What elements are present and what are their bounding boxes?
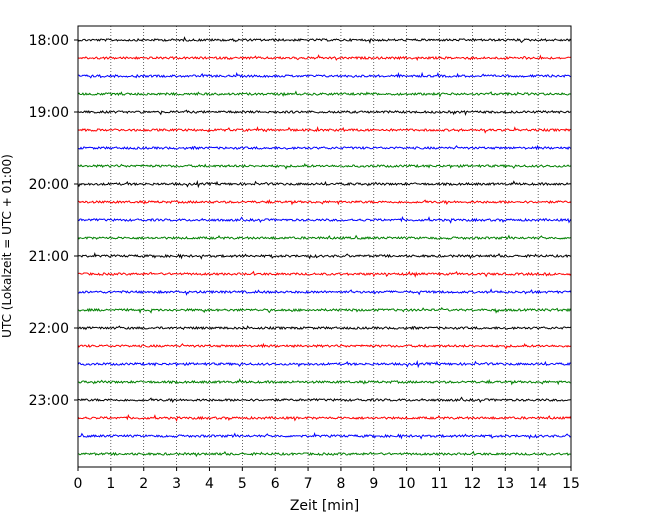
trace-2200 <box>77 325 572 331</box>
x-axis-ticks: 0 1 2 3 4 5 6 7 8 9 10 11 12 13 14 15 <box>74 467 580 492</box>
y-tick-label: 19:00 <box>29 105 69 121</box>
trace-2345 <box>77 450 572 458</box>
trace-1915 <box>77 125 572 134</box>
trace-1945 <box>77 163 572 170</box>
trace-2015 <box>77 199 572 206</box>
trace-2215 <box>77 342 572 350</box>
x-tick-label: 15 <box>562 476 580 492</box>
traces <box>77 36 572 458</box>
trace-2130 <box>77 288 572 296</box>
x-tick-label: 8 <box>336 476 345 492</box>
x-tick-label: 10 <box>398 476 416 492</box>
plot-frame <box>77 25 572 468</box>
trace-2000 <box>77 179 572 189</box>
x-tick-label: 4 <box>205 476 214 492</box>
x-tick-label: 1 <box>106 476 115 492</box>
y-tick-label: 20:00 <box>29 177 69 193</box>
trace-2100 <box>77 251 572 260</box>
trace-1815 <box>77 54 572 62</box>
x-tick-label: 11 <box>431 476 449 492</box>
x-tick-label: 7 <box>304 476 313 492</box>
trace-1800 <box>77 36 572 45</box>
x-tick-label: 2 <box>139 476 148 492</box>
trace-2145 <box>77 307 572 314</box>
trace-2245 <box>77 378 572 386</box>
y-tick-label: 21:00 <box>29 249 69 265</box>
x-tick-label: 12 <box>463 476 481 492</box>
y-tick-label: 23:00 <box>29 393 69 409</box>
trace-2045 <box>77 234 572 241</box>
trace-2230 <box>77 359 572 369</box>
x-tick-label: 6 <box>271 476 280 492</box>
x-tick-label: 3 <box>172 476 181 492</box>
y-axis-ticks: 18:00 19:00 20:00 21:00 22:00 23:00 <box>29 33 78 409</box>
trace-2115 <box>77 270 572 278</box>
trace-1900 <box>77 109 572 116</box>
x-tick-label: 9 <box>369 476 378 492</box>
trace-2330 <box>77 431 572 440</box>
trace-1845 <box>77 90 572 98</box>
x-tick-label: 0 <box>74 476 83 492</box>
trace-2300 <box>77 396 572 404</box>
trace-2030 <box>77 216 572 224</box>
trace-1830 <box>77 71 572 79</box>
x-tick-label: 14 <box>529 476 547 492</box>
y-tick-label: 18:00 <box>29 33 69 49</box>
x-tick-label: 5 <box>238 476 247 492</box>
x-tick-label: 13 <box>496 476 514 492</box>
trace-2315 <box>77 414 572 422</box>
y-axis-label: UTC (Lokalzeit = UTC + 01:00) <box>0 154 14 338</box>
trace-1930 <box>77 144 572 151</box>
y-tick-label: 22:00 <box>29 321 69 337</box>
x-axis-label: Zeit [min] <box>290 498 359 514</box>
